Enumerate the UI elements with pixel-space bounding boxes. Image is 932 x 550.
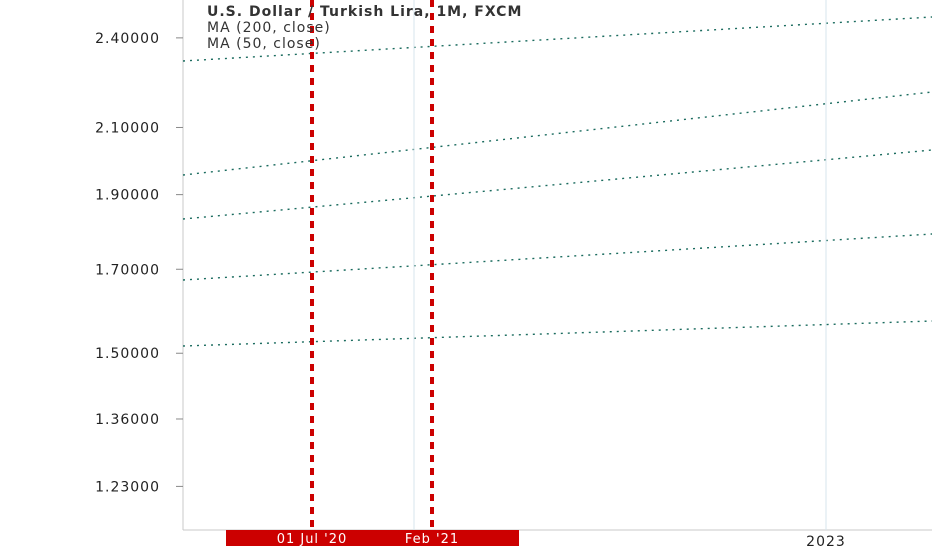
vertical-markers — [310, 0, 827, 530]
legend-ma-200: MA (200, close) — [207, 20, 331, 36]
price-tick-label: 1.36000 — [95, 412, 160, 428]
price-tick-label: 2.40000 — [95, 31, 160, 47]
price-tick-label: 1.70000 — [95, 262, 160, 278]
channel-lines — [182, 16, 932, 347]
time-tick-label: 2023 — [806, 534, 846, 550]
price-axis-ticks: 11.0000010.000009.000008.000007.000006.0… — [95, 31, 183, 495]
legend-title: U.S. Dollar / Turkish Lira, 1M, FXCM — [207, 4, 522, 20]
date-marker-range — [226, 530, 519, 546]
legend-ma-50: MA (50, close) — [207, 36, 321, 52]
channel-line — [182, 320, 932, 347]
date-marker-label: Feb '21 — [405, 532, 459, 547]
date-marker-label: 01 Jul '20 — [277, 532, 348, 547]
price-tick-label: 1.50000 — [95, 346, 160, 362]
price-tick-label: 2.10000 — [95, 120, 160, 136]
legend: U.S. Dollar / Turkish Lira, 1M, FXCM MA … — [207, 4, 522, 52]
price-tick-label: 1.90000 — [95, 188, 160, 204]
time-axis: 01 Jul '20 Feb '21 2023 — [226, 530, 846, 550]
price-tick-label: 1.23000 — [95, 479, 160, 495]
